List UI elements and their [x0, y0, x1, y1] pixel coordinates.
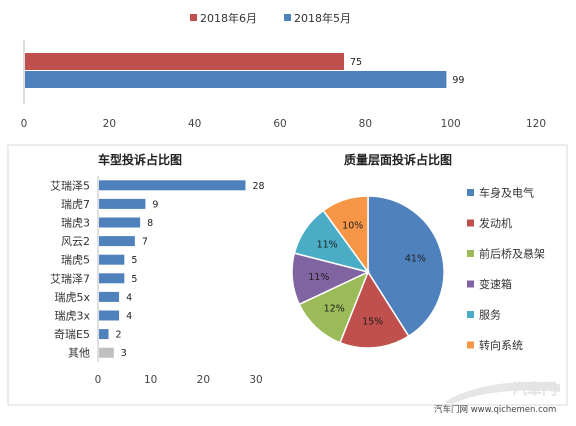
watermark-logo: 汽車門 [512, 380, 557, 398]
car-bar-0 [99, 180, 246, 191]
car-bar-8 [99, 329, 109, 340]
car-category-label-7: 瑞虎3x [54, 309, 90, 323]
car-category-label-4: 瑞虎5 [61, 253, 90, 267]
car-bar-1 [99, 198, 146, 209]
car-category-label-0: 艾瑞泽5 [50, 178, 90, 192]
car-bar-value-6: 4 [126, 292, 132, 303]
top-bar-value-1: 99 [452, 75, 464, 86]
top-x-tick-4: 80 [359, 118, 372, 130]
car-bar-value-4: 5 [131, 255, 137, 266]
pie-legend-swatch-2 [467, 250, 474, 257]
watermark-car-icon [445, 381, 560, 404]
car-bar-value-7: 4 [126, 311, 132, 322]
top-x-tick-5: 100 [441, 118, 461, 130]
car-category-label-5: 艾瑞泽7 [50, 271, 90, 285]
top-x-tick-2: 40 [188, 118, 201, 130]
car-category-label-3: 风云2 [61, 235, 90, 248]
car-bar-value-1: 9 [152, 199, 158, 210]
car-category-label-6: 瑞虎5x [54, 290, 90, 304]
car-chart: 艾瑞泽5 28 瑞虎7 9 瑞虎3 8 风云2 7 瑞虎5 5 艾瑞泽7 5 瑞虎5x 4 瑞虎3x 4 奇瑞E… [50, 176, 265, 386]
watermark-site: 汽车门网 www.qichemen.com [434, 404, 556, 415]
top-x-tick-0: 0 [21, 118, 28, 130]
top-chart-x-ticks: 0 20 40 60 80 100 120 [21, 118, 546, 130]
legend-label-0: 2018年6月 [200, 11, 257, 25]
car-bar-value-9: 3 [121, 348, 127, 359]
car-category-label-2: 瑞虎3 [61, 216, 90, 230]
top-bar-0 [25, 53, 344, 70]
pie-legend-swatch-0 [467, 189, 474, 196]
car-bar-5 [99, 273, 125, 284]
top-bar-1 [25, 71, 447, 88]
top-x-tick-3: 60 [273, 118, 286, 130]
car-bar-value-0: 28 [252, 181, 264, 192]
car-bar-value-3: 7 [142, 237, 148, 248]
pie-slice-label-2: 12% [324, 304, 345, 315]
pie-slice-label-3: 11% [308, 272, 329, 283]
pie-slice-label-4: 11% [317, 240, 338, 251]
car-category-label-8: 奇瑞E5 [54, 327, 90, 341]
pie-legend-label-5: 转向系统 [479, 338, 523, 352]
car-category-label-9: 其他 [68, 347, 90, 360]
pie-legend-label-1: 发动机 [479, 216, 512, 230]
car-bar-2 [99, 217, 141, 228]
legend-label-1: 2018年5月 [294, 11, 351, 25]
top-x-tick-1: 20 [103, 118, 116, 130]
pie-legend-swatch-4 [467, 311, 474, 318]
car-bar-3 [99, 236, 135, 247]
pie-legend-label-3: 变速箱 [479, 277, 512, 291]
pie-legend-label-4: 服务 [479, 309, 501, 322]
legend-swatch-0 [190, 14, 197, 21]
car-x-tick-1: 10 [144, 374, 157, 386]
pie-legend-label-0: 车身及电气 [479, 186, 534, 200]
pie-slice-5 [322, 195, 369, 275]
pie-legend-label-2: 前后桥及悬架 [479, 247, 545, 261]
pie-slice-label-1: 15% [362, 317, 383, 328]
top-bar-value-0: 75 [350, 57, 362, 68]
car-bar-6 [99, 291, 120, 302]
legend-swatch-1 [284, 14, 291, 21]
pie-slice-1 [339, 270, 410, 349]
lower-panel-frame [7, 144, 568, 406]
pie-legend-swatch-5 [467, 341, 474, 349]
pie-slice-label-5: 10% [342, 221, 363, 232]
top-chart-bars: 75 99 [25, 53, 464, 88]
car-x-tick-2: 20 [197, 374, 210, 386]
pie-legend-swatch-1 [467, 219, 474, 227]
car-bar-value-2: 8 [147, 218, 153, 229]
car-bar-4 [99, 254, 125, 265]
pie-chart: 41% 15% 12% 11% 11% 10% [291, 195, 445, 349]
pie-legend-swatch-3 [467, 280, 474, 288]
car-x-tick-3: 30 [249, 374, 262, 386]
car-chart-title: 车型投诉占比图 [98, 152, 182, 167]
pie-slice-label-0: 41% [405, 254, 426, 265]
car-bar-7 [99, 310, 120, 321]
car-bar-value-5: 5 [131, 274, 137, 285]
top-x-tick-6: 120 [526, 118, 546, 130]
car-bar-value-8: 2 [116, 330, 122, 341]
pie-chart-title: 质量层面投诉占比图 [344, 152, 452, 167]
car-category-label-1: 瑞虎7 [61, 197, 90, 211]
watermark: 汽車門 汽车门网 www.qichemen.com [434, 380, 560, 415]
car-bar-9 [99, 347, 114, 358]
top-chart-legend: 2018年6月 2018年5月 [190, 11, 351, 25]
car-x-tick-0: 0 [95, 374, 102, 386]
